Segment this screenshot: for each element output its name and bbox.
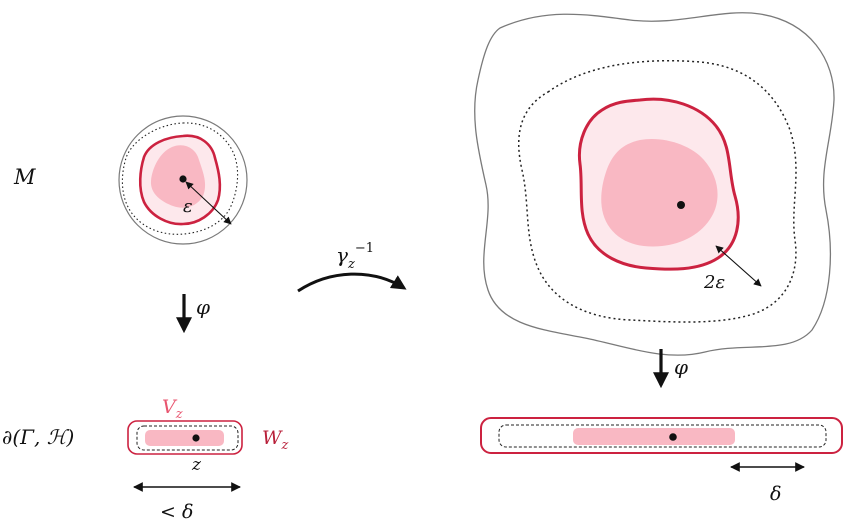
point-large-slice — [669, 433, 677, 441]
region-large-core — [601, 138, 718, 247]
dashed-inner-box-large — [498, 424, 827, 448]
gamma-inverse-arrow: γz−1 — [297, 241, 407, 293]
left-boundary-box — [127, 420, 243, 455]
center-point-small — [179, 175, 187, 183]
z-point-label: z — [191, 455, 202, 475]
epsilon-label: ε — [183, 196, 193, 217]
center-point-large — [677, 201, 685, 209]
less-delta-label: < δ — [160, 501, 193, 523]
phi-label-right: φ — [674, 355, 688, 379]
left-neighborhood: ε — [118, 115, 248, 245]
two-epsilon-label: 2ε — [703, 272, 725, 293]
boundary-label: ∂(Γ, ℋ) — [2, 425, 74, 449]
phi-label-left: φ — [196, 295, 210, 319]
phi-arrow-left: φ — [176, 294, 210, 334]
pink-region-large — [573, 428, 735, 445]
dashed-inner-box-small — [136, 425, 239, 451]
dotted-boundary-large — [518, 59, 797, 323]
two-epsilon-arrow — [715, 245, 762, 287]
outer-wavy-boundary — [474, 12, 835, 356]
right-neighborhood: 2ε — [474, 12, 835, 356]
phi-arrow-right: φ — [653, 349, 688, 389]
delta-label: δ — [770, 483, 781, 505]
outer-ball-circle — [118, 115, 248, 245]
manifold-label: M — [13, 165, 36, 189]
w-z-label: Wz — [262, 427, 289, 453]
epsilon-radius-arrow — [185, 181, 232, 225]
right-boundary-box — [480, 417, 843, 454]
z-point — [192, 434, 200, 442]
v-z-label: Vz — [162, 396, 183, 422]
gamma-inverse-label: γz−1 — [336, 241, 374, 272]
v-z-region — [145, 430, 224, 446]
